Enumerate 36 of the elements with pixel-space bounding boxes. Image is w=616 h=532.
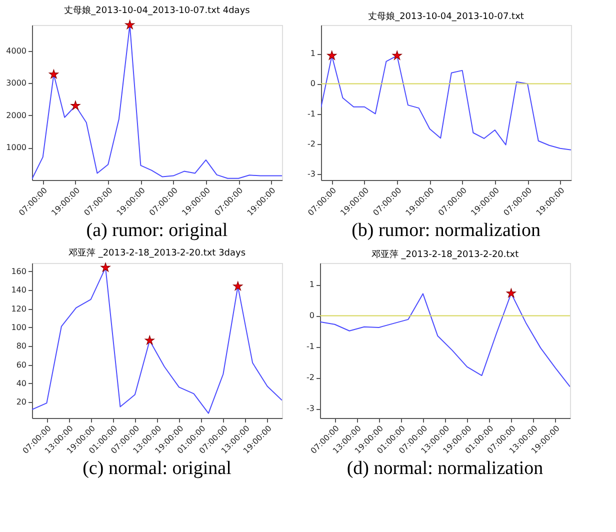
y-tick-label: 20 [16, 398, 26, 407]
y-tick-label: -2 [308, 139, 316, 148]
y-tick-label: 4000 [6, 46, 26, 56]
y-tick-label: -2 [306, 373, 314, 382]
chart-title: 邓亚萍 _2013-2-18_2013-2-20.txt 3days [68, 248, 246, 259]
text: (d) normal: normalization [346, 458, 544, 479]
text: (c) normal: original [82, 458, 232, 479]
text: (b) rumor: normalization [352, 220, 541, 241]
text: (a) rumor: original [86, 220, 228, 241]
point [48, 69, 59, 79]
point [70, 100, 80, 110]
y-tick-label: 80 [16, 342, 26, 351]
y-tick-label: 40 [16, 378, 26, 388]
y-tick-label: 0 [310, 79, 316, 88]
y-tick-label: 0 [309, 311, 314, 320]
point [233, 281, 243, 290]
point [144, 335, 154, 345]
y-tick-label: 1 [310, 49, 316, 58]
y-tick-label: -3 [306, 404, 314, 414]
y-tick-label: 3000 [6, 78, 26, 88]
chart-title: 丈母娘_2013-10-04_2013-10-07.txt [368, 11, 524, 22]
point [100, 262, 110, 272]
y-tick-label: 1000 [6, 143, 26, 152]
y-tick-label: 1 [309, 280, 314, 290]
y-tick-label: 60 [16, 360, 26, 370]
chart-title: 邓亚萍 _2013-2-18_2013-2-20.txt [371, 249, 520, 260]
y-tick-label: -1 [306, 342, 314, 352]
y-tick-label: 160 [11, 266, 26, 276]
y-tick-label: 140 [11, 286, 26, 295]
y-tick-label: 120 [11, 304, 26, 314]
chart-title: 丈母娘_2013-10-04_2013-10-07.txt 4days [64, 5, 250, 16]
y-tick-label: -1 [308, 109, 316, 118]
y-tick-label: 2000 [6, 110, 26, 120]
y-tick-label: -3 [308, 169, 316, 178]
point [125, 20, 135, 30]
y-tick-label: 100 [11, 322, 26, 332]
